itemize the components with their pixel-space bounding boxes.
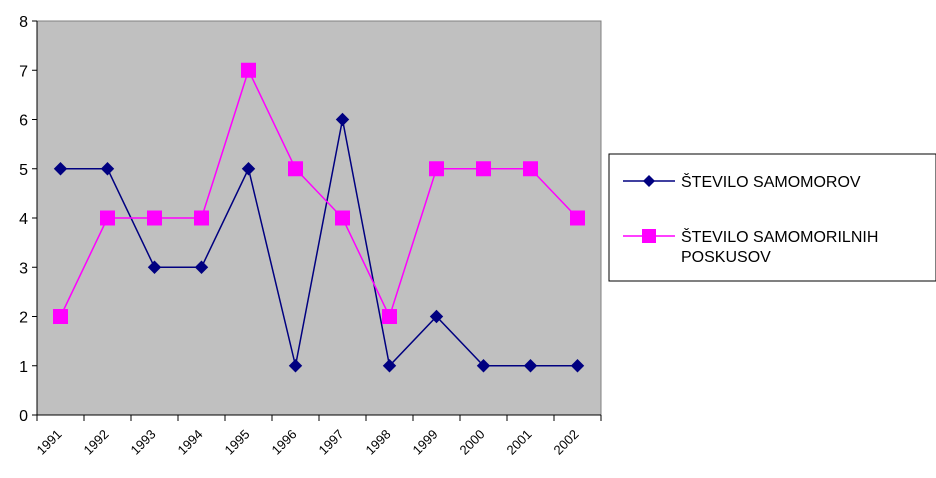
data-point-square (100, 210, 115, 226)
y-tick-label: 8 (19, 14, 28, 31)
data-point-square (523, 161, 538, 177)
x-tick-label: 2001 (504, 427, 535, 458)
data-point-square (476, 161, 491, 177)
data-point-diamond (335, 112, 350, 127)
data-point-square (194, 210, 209, 226)
legend-box (608, 153, 936, 282)
legend-label-poskusov-line1: ŠTEVILO SAMOMORILNIH (681, 227, 878, 246)
x-tick-label: 1994 (175, 427, 206, 458)
legend-marker-poskusov (642, 229, 656, 243)
series-line-1 (59, 68, 579, 319)
data-point-diamond (476, 359, 491, 373)
data-point-diamond (100, 162, 115, 176)
data-point-diamond (194, 260, 209, 274)
data-point-diamond (241, 162, 256, 176)
y-tick-label: 2 (19, 310, 28, 327)
data-point-square (288, 161, 303, 177)
x-tick-label: 1998 (363, 427, 394, 458)
x-tick-label: 1991 (34, 427, 65, 458)
x-tick-label: 1999 (410, 427, 441, 458)
data-point-square (382, 309, 397, 324)
x-tick-label: 1992 (81, 427, 112, 458)
y-tick-label: 3 (19, 260, 28, 277)
x-tick-label: 1997 (316, 427, 347, 458)
y-tick-label: 6 (19, 113, 28, 130)
y-tick-label: 1 (19, 359, 28, 376)
data-point-diamond (523, 359, 538, 373)
data-point-square (429, 161, 444, 177)
x-tick-label: 2002 (551, 427, 582, 458)
data-point-square (147, 210, 162, 226)
y-axis: 0 1 2 3 4 5 6 7 8 (19, 14, 38, 425)
data-point-diamond (382, 359, 397, 373)
x-tick-label: 2000 (457, 427, 488, 458)
data-point-square (53, 309, 68, 324)
y-tick-label: 5 (19, 162, 28, 179)
legend-marker-samomorov (643, 175, 655, 187)
legend: ŠTEVILO SAMOMOROV ŠTEVILO SAMOMORILNIH P… (608, 153, 936, 282)
data-point-diamond (53, 162, 68, 176)
y-tick-label: 7 (19, 63, 28, 80)
data-point-diamond (147, 260, 162, 274)
x-tick-label: 1995 (222, 427, 253, 458)
y-tick-label: 0 (19, 408, 28, 425)
x-tick-label: 1996 (269, 427, 300, 458)
y-tick-label: 4 (19, 211, 28, 228)
legend-label-samomorov: ŠTEVILO SAMOMOROV (681, 172, 861, 191)
data-point-diamond (570, 359, 585, 373)
legend-label-poskusov-line2: POSKUSOV (681, 249, 771, 266)
data-point-diamond (288, 359, 303, 373)
x-tick-label: 1993 (128, 427, 159, 458)
data-point-square (570, 210, 585, 226)
series-layer (53, 62, 585, 373)
data-point-square (335, 210, 350, 226)
legend-entry-samomorov: ŠTEVILO SAMOMOROV (623, 172, 861, 191)
legend-entry-poskusov: ŠTEVILO SAMOMORILNIH POSKUSOV (623, 227, 878, 266)
data-point-square (241, 62, 256, 78)
x-axis: 1991 1992 1993 1994 1995 1996 1997 1998 1999 2000… (34, 414, 602, 458)
data-point-diamond (429, 309, 444, 324)
series-line-0 (60, 119, 578, 368)
